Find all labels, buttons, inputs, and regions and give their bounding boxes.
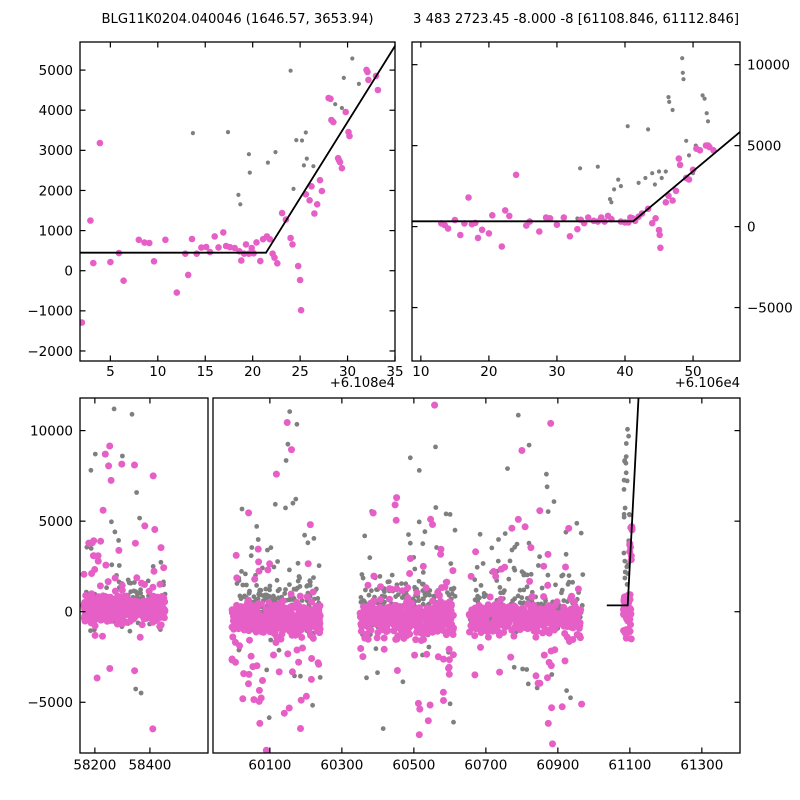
subplot2: 10 20 30 40 50 −5000 0 5000 10000 (411, 41, 793, 380)
subplot3-left-y-ticks: −5000 0 5000 10000 (27, 423, 86, 711)
subplot1-x-tick-label: 15 (197, 364, 214, 380)
subplot3-panel1-gray-points (233, 409, 633, 731)
subplot2-y-tick-label: −5000 (747, 300, 793, 316)
subplot3-panel0-pink-points (80, 442, 169, 733)
subplot2-y-tick-label: 0 (747, 219, 756, 235)
subplot3-right-x-tick-label: 60700 (464, 758, 507, 774)
subplot1-x-tick-label: 10 (149, 364, 166, 380)
subplot3-fit-line (606, 398, 640, 607)
subplot1-y-tick-label: −2000 (27, 344, 73, 360)
subplot3-left-x-tick-label: 58400 (128, 758, 171, 774)
subplot1-x-tick-label: 25 (292, 364, 309, 380)
subplot3-right-content (228, 398, 640, 753)
subplot2-x-tick-label: 20 (480, 364, 497, 380)
subplot1-y-ticks: −2000 −1000 0 1000 2000 3000 4000 5000 (27, 63, 395, 360)
subplot3-right-frame (212, 397, 741, 754)
subplot3-right-x-tick-label: 60900 (536, 758, 579, 774)
subplot2-content (412, 56, 740, 252)
subplot3-left-y-tick-label: 0 (64, 605, 73, 621)
subplot2-x-tick-label: 10 (412, 364, 429, 380)
subplot2-y-ticks: −5000 0 5000 10000 (412, 57, 793, 316)
subplot3-left: 58200 58400 −5000 0 5000 10000 (27, 397, 209, 774)
subplot1-frame (79, 41, 396, 362)
subplot1-y-tick-label: 1000 (39, 223, 73, 239)
subplot3-panel1-pink-points (228, 401, 636, 753)
subplot3-left-y-tick-label: 5000 (39, 514, 73, 530)
subplot2-pink-points (438, 142, 717, 252)
subplot1-title: BLG11K0204.040046 (1646.57, 3653.94) (101, 12, 374, 27)
subplot1-content (80, 45, 395, 326)
subplot2-y-tick-label: 10000 (747, 57, 790, 73)
subplot3-right-x-tick-label: 60300 (320, 758, 363, 774)
subplot1-x-tick-label: 5 (106, 364, 115, 380)
subplot1-y-tick-label: 0 (64, 264, 73, 280)
subplot1-y-tick-label: −1000 (27, 304, 73, 320)
subplot1-y-tick-label: 5000 (39, 63, 73, 79)
subplot1: 5 10 15 20 25 30 35 −2000 −1000 0 1000 2000 3000 4000… (27, 41, 404, 380)
subplot3-left-frame (79, 397, 209, 754)
subplot3-right-y-ticks (734, 430, 740, 703)
subplot2-frame (411, 41, 741, 362)
subplot3-left-y-tick-label: 10000 (30, 423, 73, 439)
subplot2-y-tick-label: 5000 (747, 138, 781, 154)
subplot3-right-x-tick-label: 61100 (608, 758, 651, 774)
subplot3-panel0-gray-points (82, 406, 168, 696)
subplot2-x-tick-label: 40 (616, 364, 633, 380)
subplot2-gray-points (575, 56, 711, 221)
subplot1-x-tick-label: 20 (244, 364, 261, 380)
subplot3-right-x-tick-label: 61300 (680, 758, 723, 774)
subplot1-x-tick-label: 30 (339, 364, 356, 380)
subplot2-x-tick-label: 50 (684, 364, 701, 380)
subplot3-right-x-ticks: 60100 60300 60500 60700 60900 61100 61300 (248, 398, 723, 774)
subplot2-title: 3 483 2723.45 -8.000 -8 [61108.846, 6111… (412, 12, 740, 27)
subplot1-fit-line (80, 45, 395, 254)
subplot1-x-tick-label: 35 (386, 364, 403, 380)
subplot1-y-tick-label: 4000 (39, 103, 73, 119)
subplot1-gray-points (190, 56, 361, 207)
subplot3-right-x-tick-label: 60100 (248, 758, 291, 774)
subplot3-left-x-ticks: 58200 58400 (73, 398, 171, 774)
subplot2-x-offset-label: +6.106e4 (674, 376, 740, 391)
subplot3-right: 60100 60300 60500 60700 60900 61100 61300 (212, 397, 741, 774)
subplot3-left-y-tick-label: −5000 (27, 695, 73, 711)
subplot1-x-offset-label: +6.108e4 (329, 376, 395, 391)
subplot1-y-tick-label: 3000 (39, 143, 73, 159)
subplot1-x-ticks: 5 10 15 20 25 30 35 (106, 42, 404, 380)
subplot3-left-x-tick-label: 58200 (73, 758, 116, 774)
subplot2-fit-line (412, 131, 740, 223)
subplot2-x-ticks: 10 20 30 40 50 (412, 42, 702, 380)
subplot3-right-x-tick-label: 60500 (392, 758, 435, 774)
subplot2-x-tick-label: 30 (548, 364, 565, 380)
subplot1-y-tick-label: 2000 (39, 183, 73, 199)
subplot3-left-content (80, 406, 169, 733)
